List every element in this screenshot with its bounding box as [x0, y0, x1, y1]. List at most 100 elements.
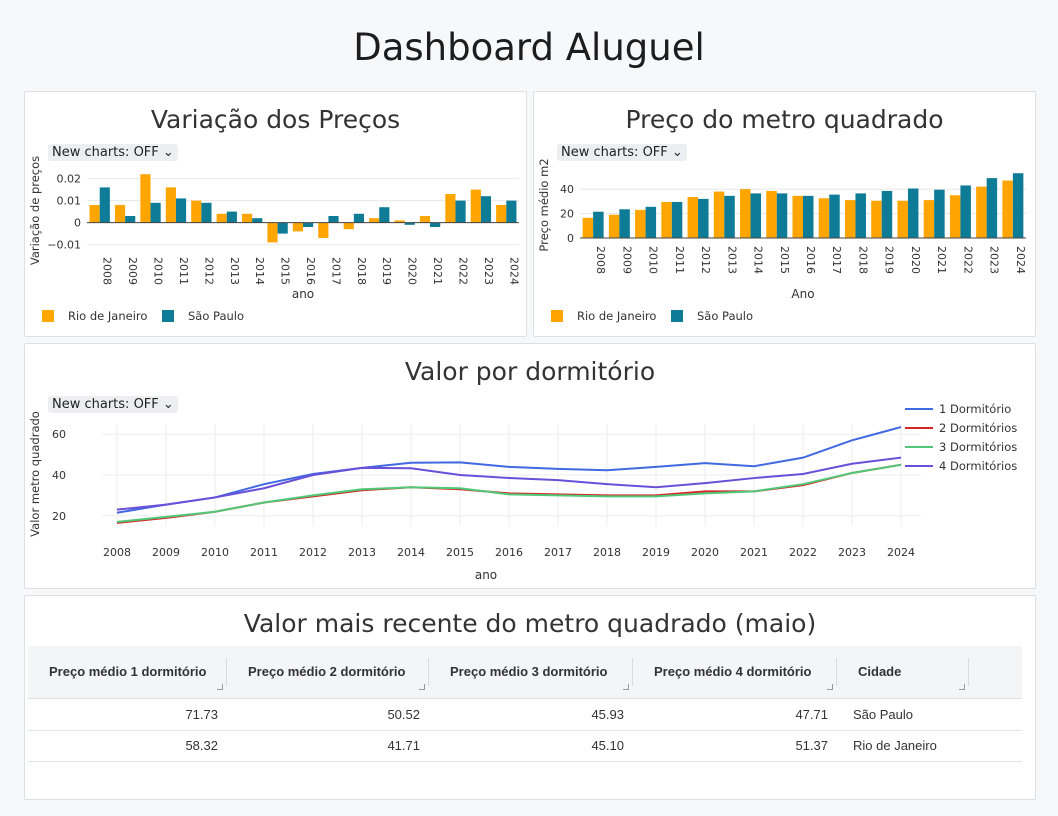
legend-swatch	[162, 310, 174, 322]
resize-grip-icon[interactable]	[827, 684, 833, 690]
cell-d4: 51.37	[795, 738, 828, 753]
x-tick-label: 2017	[329, 257, 342, 285]
x-tick-label: 2023	[838, 546, 866, 559]
x-tick-label: 2018	[856, 246, 869, 274]
x-tick-label: 2012	[299, 546, 327, 559]
column-header-4[interactable]: Preço médio 4 dormitório	[633, 646, 837, 698]
x-tick-label: 2021	[935, 246, 948, 274]
bar-sp	[881, 190, 893, 238]
y-axis-title: Variação de preços	[28, 156, 42, 265]
y-axis-title: Preço médio m2	[537, 158, 551, 251]
series-line-1	[116, 426, 902, 514]
cell-d1: 71.73	[185, 707, 218, 722]
x-tick-label: 2014	[397, 546, 425, 559]
bar-sp	[480, 196, 492, 223]
variacao-chart: −0.01 0 0.01 0.02 2008 2009 2010 2011 2012 2013 20…	[28, 156, 520, 323]
bar-rio	[318, 222, 329, 238]
column-header-1[interactable]: Preço médio 1 dormitório	[28, 646, 227, 698]
m2-new-charts-toggle[interactable]: New charts: OFF ⌄	[557, 144, 687, 161]
x-tick-label: 2008	[103, 546, 131, 559]
dorm-title: Valor por dormitório	[404, 357, 656, 386]
bar-sp	[150, 202, 161, 223]
bar-rio	[608, 214, 620, 238]
bar-sp	[698, 198, 709, 238]
dorm-new-charts-toggle[interactable]: New charts: OFF ⌄	[48, 396, 178, 413]
bar-rio	[844, 200, 856, 238]
bar-rio	[661, 201, 672, 238]
bar-sp	[404, 222, 415, 225]
y-tick-label: 20	[560, 208, 574, 221]
cell-d3: 45.93	[591, 707, 624, 722]
bar-sp	[277, 222, 288, 234]
bar-rio	[191, 200, 202, 223]
legend-label: 4 Dormitórios	[939, 459, 1017, 473]
bar-rio	[687, 197, 699, 238]
bar-sp	[829, 194, 840, 238]
variacao-title: Variação dos Preços	[150, 105, 401, 134]
x-tick-label: 2020	[406, 257, 419, 285]
column-header-cidade[interactable]: Cidade	[837, 646, 969, 698]
chevron-down-icon: ⌄	[671, 145, 683, 160]
bar-sp	[750, 193, 762, 238]
x-tick-label: 2021	[740, 546, 768, 559]
x-tick-label: 2016	[304, 257, 317, 285]
resize-grip-icon[interactable]	[419, 684, 425, 690]
bar-sp	[430, 222, 441, 227]
variacao-new-charts-toggle[interactable]: New charts: OFF ⌄	[48, 144, 178, 161]
x-tick-label: 2019	[380, 257, 393, 285]
legend-swatch	[551, 310, 563, 322]
table-row: 58.32 41.71 45.10 51.37 Rio de Janeiro	[28, 730, 1022, 762]
x-tick-label: 2019	[883, 246, 896, 274]
x-tick-label: 2014	[253, 257, 266, 285]
cell-cidade: São Paulo	[853, 707, 913, 722]
bar-rio	[394, 220, 405, 223]
resize-grip-icon[interactable]	[623, 684, 629, 690]
x-tick-label: 2011	[250, 546, 278, 559]
series-line-3	[116, 463, 902, 523]
x-tick-label: 2012	[699, 246, 712, 274]
bar-rio	[470, 189, 481, 223]
bar-rio	[267, 222, 278, 243]
bar-rio	[740, 189, 751, 238]
bar-sp	[252, 218, 263, 223]
column-header-3[interactable]: Preço médio 3 dormitório	[429, 646, 633, 698]
y-tick-label: 0.02	[57, 173, 82, 186]
x-tick-label: 2016	[495, 546, 523, 559]
x-tick-label: 2009	[126, 257, 139, 285]
x-tick-label: 2023	[988, 246, 1001, 274]
x-tick-label: 2015	[279, 257, 292, 285]
x-tick-label: 2009	[152, 546, 180, 559]
bar-sp	[1012, 173, 1024, 238]
m2-title: Preço do metro quadrado	[625, 105, 944, 134]
bar-rio	[114, 205, 126, 223]
table-row: 71.73 50.52 45.93 47.71 São Paulo	[28, 699, 1022, 731]
x-tick-label: 2008	[594, 246, 607, 274]
x-tick-label: 2013	[725, 246, 738, 274]
x-tick-label: 2018	[355, 257, 368, 285]
x-tick-label: 2021	[431, 257, 444, 285]
x-tick-label: 2014	[752, 246, 765, 274]
bar-rio	[165, 187, 176, 223]
bar-rio	[818, 198, 830, 238]
resize-grip-icon[interactable]	[217, 684, 223, 690]
table-title: Valor mais recente do metro quadrado (ma…	[243, 609, 817, 638]
x-tick-label: 2010	[152, 257, 165, 285]
x-tick-label: 2009	[620, 246, 633, 274]
x-tick-label: 2008	[101, 257, 114, 285]
bar-rio	[242, 213, 253, 223]
legend-label: 2 Dormitórios	[939, 421, 1017, 435]
legend-label: 1 Dormitório	[939, 402, 1011, 416]
bar-rio	[496, 205, 507, 223]
cell-d4: 47.71	[795, 707, 828, 722]
x-axis-title: ano	[475, 568, 497, 582]
bar-rio	[582, 217, 594, 238]
x-axis-title: ano	[292, 287, 314, 301]
table-header: Preço médio 1 dormitório Preço médio 2 d…	[28, 646, 1022, 699]
resize-grip-icon[interactable]	[959, 684, 965, 690]
page-title: Dashboard Aluguel	[353, 26, 705, 69]
cell-d3: 45.10	[591, 738, 624, 753]
x-tick-label: 2010	[647, 246, 660, 274]
column-header-2[interactable]: Preço médio 2 dormitório	[227, 646, 429, 698]
y-tick-label: 40	[52, 469, 66, 482]
chevron-down-icon: ⌄	[162, 145, 174, 160]
